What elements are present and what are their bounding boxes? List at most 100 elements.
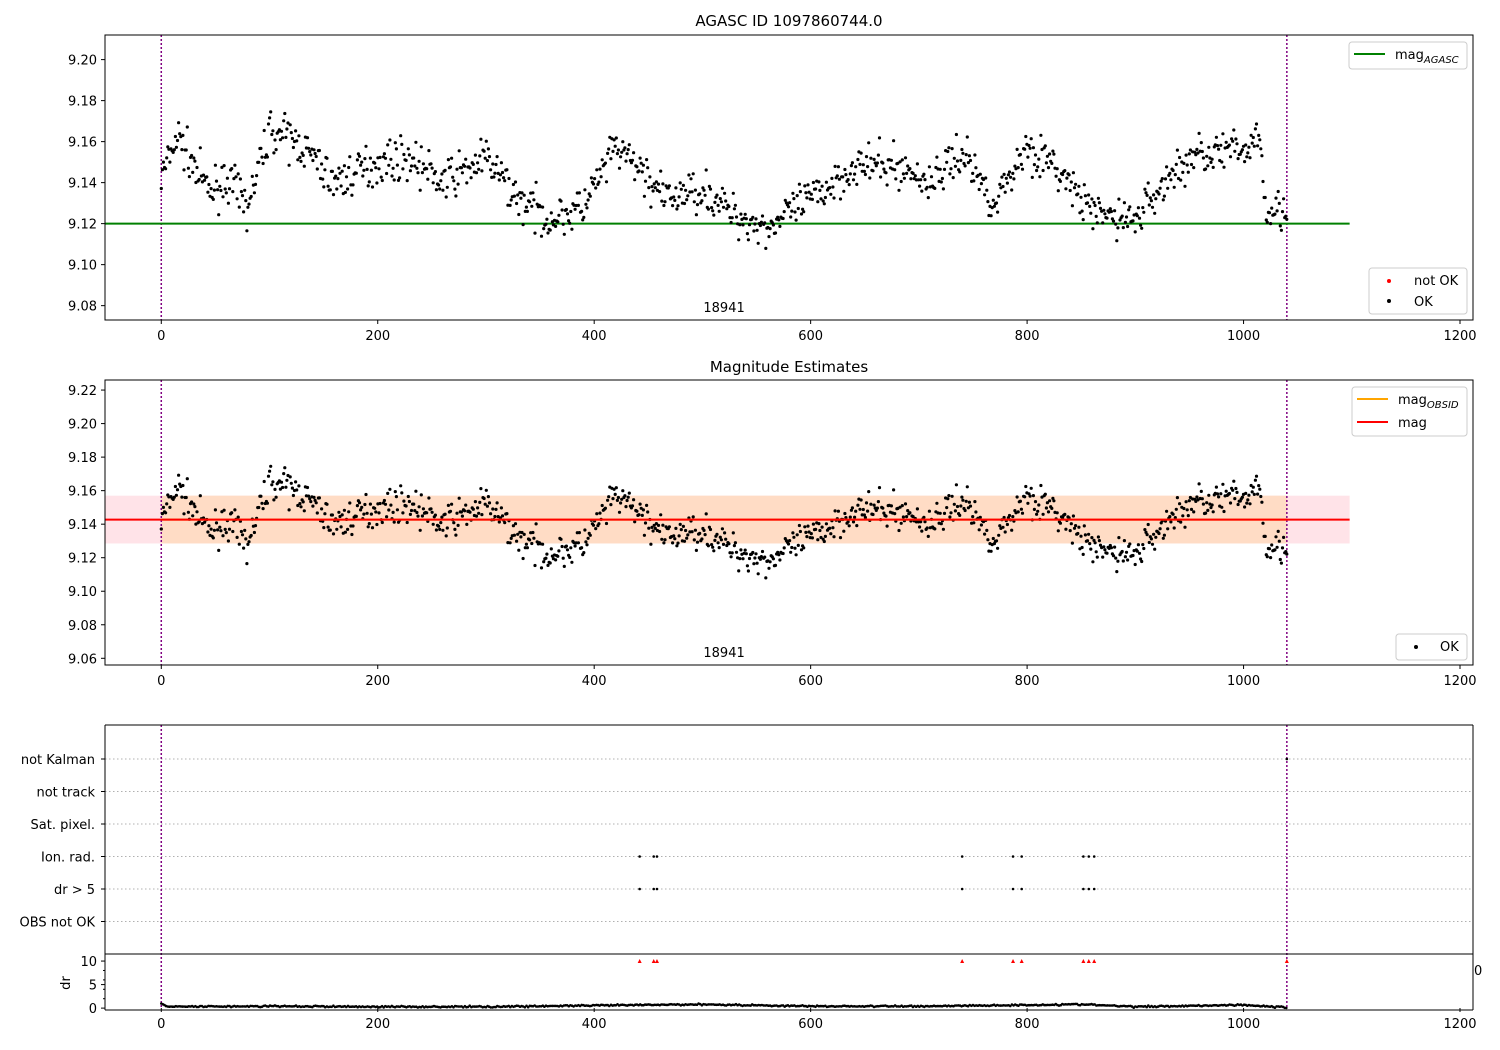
ok-point [206,530,210,534]
ok-point [193,505,197,509]
ok-point [659,169,663,173]
ok-point [588,533,592,537]
ok-point [545,217,549,221]
ok-point [869,502,873,506]
ok-point [606,151,610,155]
ok-point [1036,165,1040,169]
ok-point [711,209,715,213]
ok-point [337,510,341,514]
ok-point [1157,192,1161,196]
ok-point [823,534,828,539]
ok-point [415,166,419,170]
ok-point [1072,526,1077,530]
ok-point [338,514,342,519]
ok-point [375,522,379,527]
ok-point [290,486,294,490]
ok-point [1058,521,1062,525]
p1-xtick-label: 1000 [1227,329,1260,344]
ok-point [633,520,637,524]
ok-point [941,187,946,191]
ok-point [659,513,663,517]
ok-point [833,509,837,513]
ok-point [1064,187,1068,191]
ok-point [441,188,445,192]
ok-point [617,166,622,170]
ok-point [977,187,981,192]
ok-point [290,136,294,141]
ok-point [589,176,594,180]
ok-point [1175,148,1179,152]
ok-point [187,175,191,179]
ok-point [354,171,358,175]
ok-point [673,537,677,541]
ok-point [1235,490,1239,494]
ok-point [240,194,245,198]
ok-point [724,537,728,541]
ok-point [362,168,366,172]
ok-point [1048,499,1052,503]
ok-point [1067,173,1071,177]
ok-point [811,180,816,185]
ok-point [468,166,472,170]
ok-point [805,196,809,200]
legend-points [1368,267,1468,315]
ok-point [732,544,737,548]
ok-point [576,541,581,545]
ok-point [374,510,378,514]
ok-point [234,175,238,179]
ok-point [759,555,764,559]
ok-point [213,508,217,512]
ok-point [1195,495,1199,499]
ok-point [309,153,313,157]
ok-point [594,186,598,190]
ok-point [1083,194,1087,198]
ok-point [662,203,666,208]
ok-point [519,196,523,200]
ok-point [278,138,282,142]
ok-point [1186,514,1190,518]
ok-point [791,531,795,535]
ok-point [221,534,225,538]
ok-point [609,503,613,507]
ok-point [915,507,920,511]
ok-point [271,129,275,133]
ok-point [364,144,368,148]
ok-point [949,511,953,515]
ok-point [323,512,327,516]
ok-point [499,506,503,510]
ok-point [312,148,316,152]
ok-point [1121,226,1125,230]
p2-ytick-label: 9.10 [68,585,97,600]
ok-point [977,528,981,532]
ok-point [1088,204,1092,208]
ok-point [600,158,604,162]
ok-point [1187,152,1191,156]
ok-point [508,541,512,545]
ok-point [1097,539,1101,543]
ok-point [245,229,249,233]
ok-point [831,526,835,530]
ok-point [729,555,733,559]
ok-point [325,156,329,160]
ok-point [1252,492,1256,496]
ok-point [503,521,507,525]
ok-point [291,493,295,498]
ok-point [416,514,420,518]
ok-point [412,156,416,160]
ok-point [799,212,804,216]
ok-point [1044,506,1048,510]
ok-point [738,223,742,227]
ok-point [1094,550,1098,554]
ok-point [1199,489,1203,493]
ok-point [350,532,354,537]
ok-point [1005,522,1010,527]
ok-point [190,153,194,158]
ok-point [460,171,464,175]
flag-point [638,887,641,891]
flag-point [652,855,656,858]
ok-point [1141,206,1145,210]
ok-point [933,527,937,531]
ok-point [1234,486,1238,491]
ok-point [884,514,888,518]
